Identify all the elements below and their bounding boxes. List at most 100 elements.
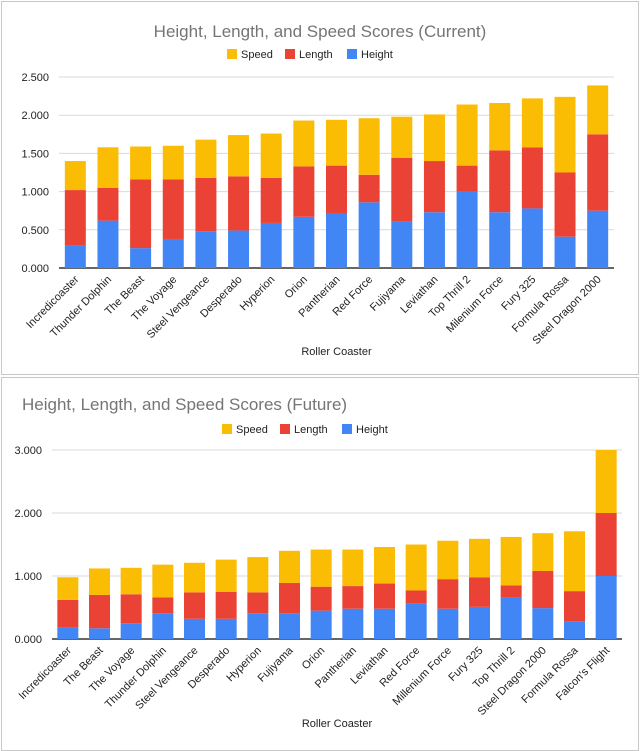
legend-label: Speed — [236, 424, 268, 436]
bar-length — [456, 165, 478, 192]
bar-height — [228, 230, 250, 268]
bar-length — [89, 594, 110, 629]
bar-height — [326, 212, 347, 268]
legend-label: Height — [356, 424, 388, 436]
legend-label: Length — [294, 424, 328, 436]
bar-length — [358, 174, 380, 203]
bar-height — [64, 245, 86, 268]
bar-height — [247, 613, 269, 639]
bar-stack — [215, 559, 237, 639]
bar-height — [342, 608, 364, 639]
bar-speed — [342, 549, 364, 587]
bar-stack — [184, 562, 205, 639]
bar-speed — [391, 116, 413, 158]
bar-length — [247, 592, 269, 614]
bar-speed — [456, 104, 478, 166]
y-tick-label: 1.000 — [14, 571, 42, 583]
y-tick-label: 0.500 — [21, 225, 49, 237]
y-tick-label: 0.000 — [14, 634, 42, 646]
bar-stack — [342, 549, 364, 639]
bar-speed — [489, 102, 511, 151]
legend-item-length: Length — [280, 424, 328, 436]
bar-length — [564, 591, 585, 622]
y-tick-label: 0.000 — [21, 263, 49, 275]
y-tick-label: 1.000 — [21, 187, 49, 199]
bar-speed — [423, 114, 445, 162]
bar-length — [279, 582, 300, 614]
bar-speed — [195, 139, 217, 178]
bar-height — [469, 606, 490, 639]
bar-length — [374, 583, 395, 609]
bar-length — [554, 172, 576, 237]
bar-stack — [247, 557, 269, 639]
bar-stack — [293, 120, 315, 268]
bar-length — [64, 190, 86, 246]
bar-height — [489, 212, 511, 268]
bar-stack — [358, 118, 380, 268]
bar-length — [195, 177, 217, 232]
bar-speed — [564, 531, 585, 592]
chart-title: Height, Length, and Speed Scores (Curren… — [154, 22, 487, 41]
bar-speed — [260, 133, 282, 178]
bar-length — [97, 187, 119, 221]
legend-swatch — [285, 49, 295, 59]
bar-height — [405, 603, 427, 639]
bar-speed — [554, 96, 576, 173]
bar-height — [162, 238, 184, 268]
y-tick-label: 2.000 — [21, 110, 49, 122]
legend-label: Height — [361, 49, 393, 61]
bar-height — [437, 608, 459, 639]
bar-length — [326, 165, 347, 213]
bar-height — [391, 221, 413, 268]
y-tick-label: 1.500 — [21, 148, 49, 160]
legend-item-speed: Speed — [227, 49, 273, 61]
bar-speed — [215, 559, 237, 592]
bar-height — [97, 220, 119, 268]
legend-item-speed: Speed — [222, 424, 268, 436]
bar-length — [587, 134, 609, 211]
bar-length — [215, 591, 237, 619]
bar-stack — [228, 135, 250, 268]
bar-speed — [89, 568, 110, 595]
bar-height — [595, 576, 617, 639]
bar-height — [374, 608, 395, 639]
bar-length — [423, 161, 445, 213]
bar-speed — [437, 540, 459, 580]
bar-speed — [469, 538, 490, 578]
bar-height — [358, 202, 380, 268]
bar-stack — [374, 547, 395, 639]
bar-length — [184, 592, 205, 619]
bar-stack — [521, 98, 543, 268]
bar-height — [279, 613, 300, 639]
bar-stack — [97, 147, 119, 268]
bar-speed — [279, 550, 300, 583]
bar-stack — [195, 139, 217, 268]
bar-speed — [120, 567, 142, 595]
bar-height — [423, 212, 445, 268]
bar-stack — [587, 85, 609, 268]
bar-speed — [587, 85, 609, 135]
bar-stack — [310, 549, 332, 639]
bar-speed — [326, 119, 347, 166]
bar-length — [120, 594, 142, 624]
bar-speed — [374, 547, 395, 584]
x-tick-label: Milenium Force — [444, 274, 506, 336]
bar-stack — [437, 540, 459, 639]
bar-height — [456, 191, 478, 268]
bar-stack — [489, 102, 511, 268]
bar-stack — [162, 145, 184, 268]
chart-svg: Height, Length, and Speed Scores (Future… — [14, 395, 622, 730]
bar-speed — [310, 549, 332, 587]
bar-speed — [247, 557, 269, 593]
bar-stack — [469, 538, 490, 639]
bar-stack — [120, 567, 142, 639]
bar-height — [152, 613, 174, 639]
legend-swatch — [227, 49, 237, 59]
bar-speed — [595, 450, 617, 513]
bar-speed — [97, 147, 119, 188]
bar-speed — [521, 98, 543, 148]
bar-stack — [260, 133, 282, 268]
x-axis-title: Roller Coaster — [302, 718, 373, 730]
bar-speed — [405, 544, 427, 591]
bar-height — [195, 231, 217, 268]
